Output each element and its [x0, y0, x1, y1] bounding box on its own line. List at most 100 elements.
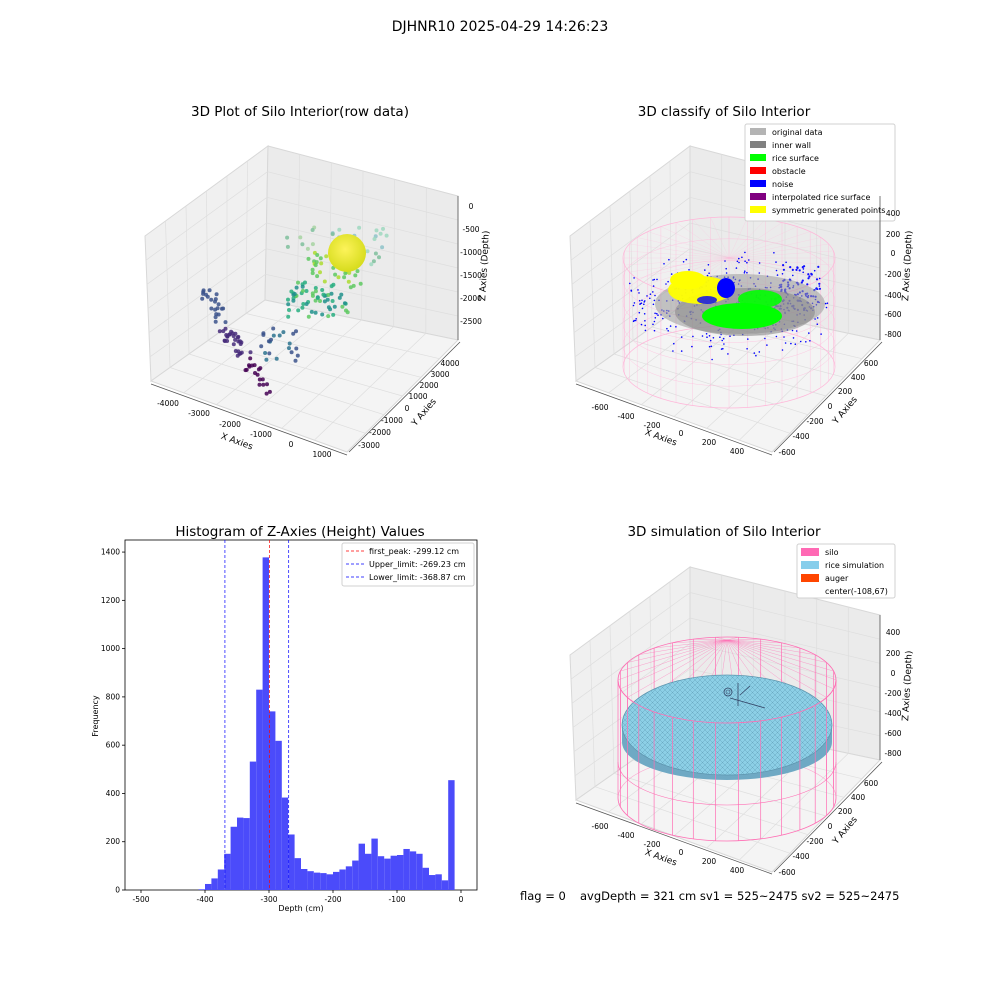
simulation-z-axis: 400 200 0 -200 -400 -600 -800 Z Axies (D… — [879, 615, 915, 760]
scatter-point — [248, 350, 253, 355]
noise-point — [766, 344, 768, 346]
classify-z-axis-label: Z Axies (Depth) — [901, 230, 915, 301]
x-tick-label: -100 — [388, 895, 405, 904]
scatter-point — [247, 364, 252, 369]
scatter-point — [287, 308, 291, 312]
histogram-bar — [262, 557, 269, 890]
noise-point — [666, 327, 668, 330]
classify-y-tick: -600 — [778, 448, 795, 457]
scatter-point — [330, 232, 335, 237]
noise-point — [736, 260, 739, 263]
simulation-x-tick: -200 — [643, 840, 660, 849]
scatter-point — [221, 329, 226, 334]
scatter-point — [306, 256, 311, 261]
scatter-point — [252, 363, 257, 368]
noise-point — [748, 259, 750, 261]
legend-label: symmetric generated points — [772, 206, 885, 215]
scatter-point — [300, 242, 305, 247]
noise-point — [640, 302, 643, 305]
noise-point — [707, 264, 710, 266]
scatter-point — [310, 293, 315, 298]
scatter-point — [310, 267, 315, 272]
scatter-point — [377, 255, 381, 260]
scatter-point — [337, 227, 342, 232]
noise-point — [798, 269, 801, 272]
raw-z-tick: 0 — [469, 202, 474, 211]
scatter-point — [331, 282, 336, 287]
noise-point — [727, 353, 729, 355]
noise-point — [744, 251, 746, 254]
scatter-point — [332, 304, 337, 309]
scatter-point — [325, 297, 330, 302]
scatter-point — [231, 334, 236, 339]
noise-point — [746, 261, 748, 264]
noise-point — [738, 257, 740, 260]
silo-line — [726, 639, 834, 690]
histogram-bar — [313, 872, 321, 890]
legend-label: auger — [825, 574, 849, 583]
silo-line — [654, 639, 728, 649]
histogram-plot-area — [124, 539, 478, 891]
scatter-point — [274, 356, 279, 361]
noise-point — [672, 350, 674, 352]
legend-swatch — [801, 574, 819, 582]
scatter-point — [342, 275, 347, 280]
scatter-point — [260, 377, 265, 382]
simulation-y-tick: 200 — [838, 807, 853, 816]
silo-line — [728, 222, 783, 259]
classify-y-tick: -400 — [792, 432, 809, 441]
histogram-bar — [371, 838, 378, 890]
histogram-bar — [409, 851, 417, 890]
noise-point — [712, 337, 715, 339]
noise-point — [719, 336, 721, 339]
noise-point — [744, 260, 746, 263]
scatter-point — [215, 306, 220, 311]
scatter-point — [320, 312, 325, 317]
classify-z-axis: 400 200 0 -200 -400 -600 -800 Z Axies (D… — [879, 196, 915, 340]
scatter-point — [351, 283, 356, 288]
noise-point — [638, 299, 641, 302]
noise-point — [775, 335, 778, 338]
scatter-point — [329, 291, 334, 296]
y-tick-label: 200 — [106, 837, 121, 846]
scatter-point — [326, 314, 331, 319]
scatter-point — [265, 382, 269, 387]
scatter-point — [304, 289, 309, 293]
noise-point — [802, 271, 804, 274]
scatter-point — [257, 377, 262, 382]
legend-swatch — [750, 128, 766, 135]
noise-point — [708, 345, 711, 348]
raw-y-axis-label: Y Axies — [410, 397, 439, 429]
scatter-point — [204, 292, 208, 297]
histogram-bar — [358, 843, 365, 890]
classify-x-tick: -200 — [643, 421, 660, 430]
noise-point — [744, 270, 746, 273]
classify-x-axis-label: X Axies — [643, 428, 678, 449]
noise-point — [796, 266, 799, 269]
noise-point — [794, 343, 797, 346]
silo-line — [728, 217, 748, 259]
noise-point — [815, 287, 818, 290]
scatter-point — [310, 242, 315, 247]
noise-point — [652, 303, 655, 306]
noise-point — [820, 333, 822, 335]
noise-point — [802, 268, 805, 270]
scatter-point — [304, 302, 309, 306]
scatter-point — [213, 315, 218, 320]
footer-flag: flag = 0 — [520, 889, 566, 903]
histogram-bar — [256, 689, 263, 890]
raw-x-tick: -2000 — [219, 420, 241, 429]
noise-point — [680, 336, 683, 338]
simulation-y-tick: -600 — [778, 868, 795, 877]
silo-line — [728, 257, 834, 266]
scatter-point — [380, 245, 385, 250]
histogram-bar — [416, 853, 423, 890]
noise-point — [818, 287, 822, 290]
noise-point — [815, 278, 819, 281]
noise-point — [652, 285, 655, 287]
scatter-point — [296, 280, 300, 285]
scatter-point — [286, 314, 291, 319]
noise-point — [722, 347, 724, 350]
scatter-point — [238, 342, 243, 346]
scatter-point — [296, 308, 301, 313]
